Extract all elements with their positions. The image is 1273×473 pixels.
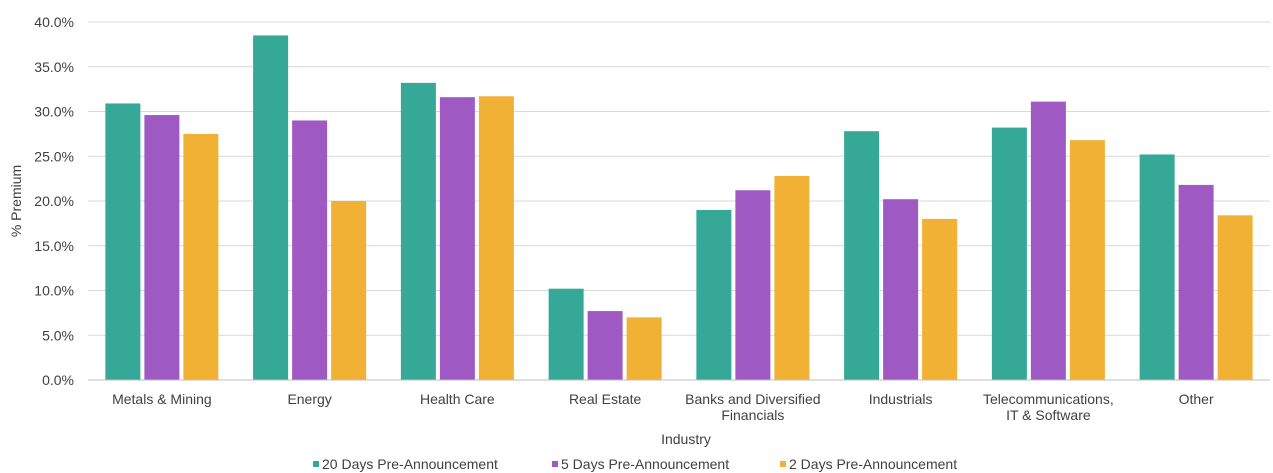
bar [696, 209, 732, 380]
legend-label: 20 Days Pre-Announcement [322, 456, 498, 472]
x-tick-label-line: Other [1179, 391, 1214, 407]
x-tick-label-line: Financials [721, 407, 784, 423]
y-tick-label: 15.0% [34, 238, 74, 254]
bar [548, 288, 584, 380]
bar [1030, 101, 1066, 380]
bar [478, 96, 514, 380]
x-tick-label: Industrials [869, 391, 933, 407]
bars [88, 35, 1270, 381]
bar [439, 97, 475, 381]
legend-swatch [552, 461, 558, 467]
x-tick-label: Energy [287, 391, 331, 407]
x-tick-label-line: Banks and Diversified [685, 391, 820, 407]
bar [183, 133, 219, 380]
x-tick-label: Banks and Diversified Financials [685, 391, 820, 423]
bar [253, 35, 289, 381]
bar [292, 120, 328, 380]
y-tick-label: 10.0% [34, 283, 74, 299]
legend: 20 Days Pre-Announcement 5 Days Pre-Annou… [313, 456, 957, 472]
bar [774, 175, 810, 380]
y-axis: 0.0% 5.0% 10.0% 15.0% 20.0% 25.0% 30.0% 35.0% 40… [34, 14, 74, 388]
x-tick-label: Other [1179, 391, 1214, 407]
bar [1139, 154, 1175, 380]
legend-label: 2 Days Pre-Announcement [789, 456, 957, 472]
x-axis: Metals & Mining Energy Health Care Real Est… [112, 391, 1214, 423]
y-tick-label: 30.0% [34, 104, 74, 120]
x-tick-label-line: Energy [287, 391, 331, 407]
x-tick-label: Real Estate [569, 391, 642, 407]
y-tick-label: 5.0% [42, 327, 74, 343]
y-axis-title: % Premium [8, 165, 24, 237]
bar [331, 201, 367, 380]
bar [883, 199, 919, 380]
x-tick-label: Health Care [420, 391, 495, 407]
y-tick-label: 35.0% [34, 59, 74, 75]
bar [626, 317, 662, 380]
bar [735, 190, 771, 380]
x-axis-title: Industry [661, 431, 711, 447]
bar [1217, 215, 1253, 380]
bar [1069, 140, 1105, 380]
bar [1178, 184, 1214, 380]
legend-label: 5 Days Pre-Announcement [561, 456, 729, 472]
x-tick-label-line: Real Estate [569, 391, 642, 407]
bar [400, 82, 436, 381]
x-tick-label-line: Industrials [869, 391, 933, 407]
legend-swatch [780, 461, 786, 467]
x-tick-label-line: IT & Software [1006, 407, 1091, 423]
y-tick-label: 20.0% [34, 193, 74, 209]
x-tick-label-line: Telecommunications, [983, 391, 1114, 407]
x-tick-label-line: Metals & Mining [112, 391, 212, 407]
legend-swatch [313, 461, 319, 467]
x-tick-label: Telecommunications, IT & Software [983, 391, 1114, 423]
bar [105, 103, 141, 380]
bar [587, 311, 623, 380]
y-tick-label: 25.0% [34, 148, 74, 164]
y-tick-label: 0.0% [42, 372, 74, 388]
bar [844, 131, 880, 380]
bar [144, 115, 180, 380]
x-tick-label-line: Health Care [420, 391, 495, 407]
y-tick-label: 40.0% [34, 14, 74, 30]
bar [991, 127, 1027, 380]
bar [922, 218, 958, 380]
x-tick-label: Metals & Mining [112, 391, 212, 407]
